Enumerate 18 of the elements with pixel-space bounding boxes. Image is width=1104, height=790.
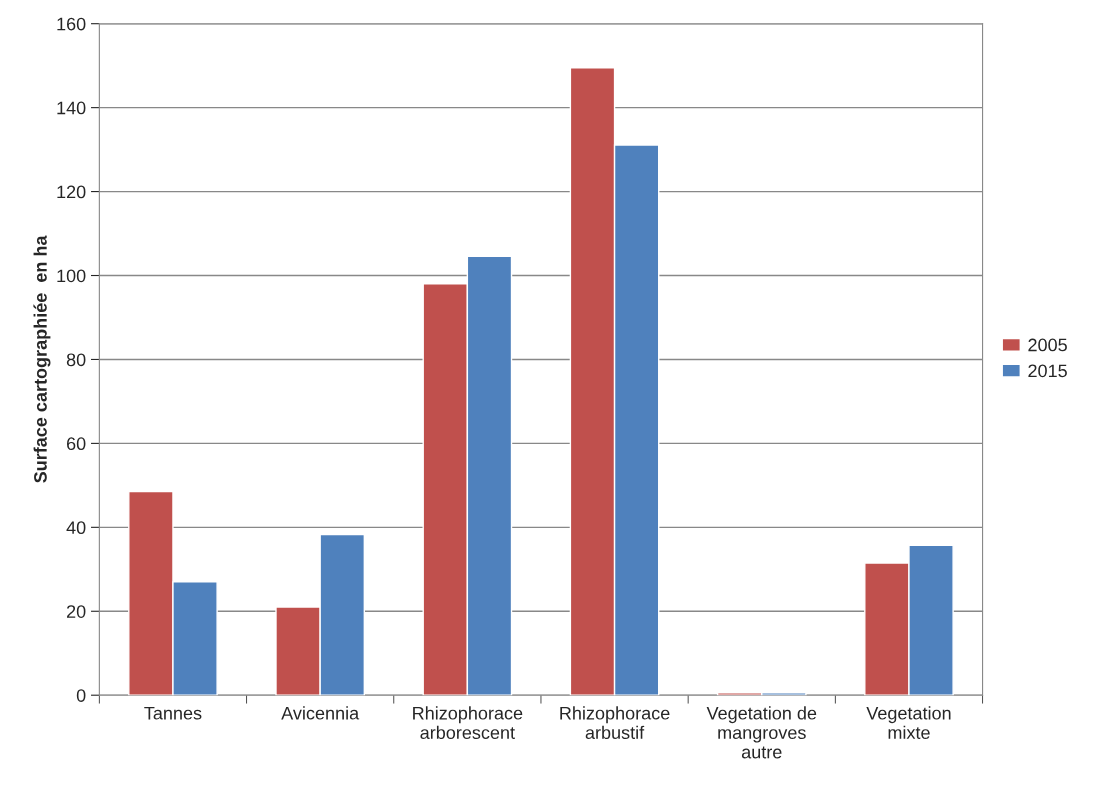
- legend-label: 2015: [1028, 364, 1067, 378]
- y-tick-label: 60: [67, 437, 86, 451]
- y-axis-title: Surface cartographiée en ha: [33, 235, 51, 483]
- y-tick-label: 160: [57, 17, 86, 31]
- y-tick-label: 0: [76, 689, 86, 702]
- y-tick-label: 120: [57, 185, 86, 199]
- x-tick-label: Vegetation mixte: [866, 706, 951, 740]
- x-tick-label: Rhizophorace arborescent: [413, 706, 523, 740]
- x-tick-label: Avicennia: [281, 706, 360, 720]
- y-tick-label: 80: [66, 353, 86, 367]
- x-tick-label: Tannes: [144, 706, 202, 720]
- x-tick-label: Rhizophorace arbustif: [560, 706, 670, 740]
- x-tick-label: Vegetation de mangroves autre: [706, 706, 817, 759]
- y-tick-label: 40: [66, 521, 86, 535]
- y-tick-label: 20: [66, 605, 86, 618]
- y-tick-label: 100: [57, 269, 86, 283]
- y-tick-label: 140: [57, 101, 86, 115]
- legend-label: 2005: [1028, 338, 1067, 352]
